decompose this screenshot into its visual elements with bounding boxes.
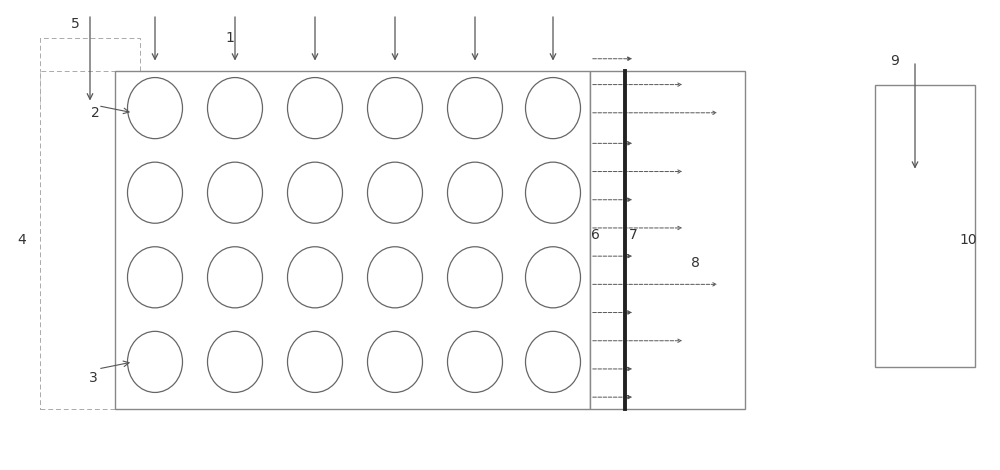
Ellipse shape: [368, 78, 422, 139]
Ellipse shape: [288, 331, 342, 392]
Ellipse shape: [208, 331, 262, 392]
FancyBboxPatch shape: [590, 70, 745, 409]
FancyBboxPatch shape: [115, 70, 590, 409]
Ellipse shape: [526, 247, 580, 308]
Text: 9: 9: [891, 54, 899, 68]
Ellipse shape: [288, 78, 342, 139]
Ellipse shape: [448, 78, 503, 139]
Text: 8: 8: [691, 256, 699, 270]
Ellipse shape: [448, 247, 503, 308]
Text: 3: 3: [89, 371, 97, 385]
Ellipse shape: [368, 162, 422, 223]
Ellipse shape: [368, 247, 422, 308]
Ellipse shape: [208, 78, 262, 139]
Text: 7: 7: [629, 228, 637, 242]
FancyBboxPatch shape: [40, 70, 745, 409]
Ellipse shape: [448, 162, 503, 223]
Ellipse shape: [288, 162, 342, 223]
Text: 2: 2: [91, 106, 99, 120]
Ellipse shape: [526, 331, 580, 392]
Ellipse shape: [128, 162, 182, 223]
Text: 1: 1: [226, 31, 234, 45]
Text: 4: 4: [18, 233, 26, 247]
Ellipse shape: [288, 247, 342, 308]
Text: 6: 6: [591, 228, 599, 242]
Text: 10: 10: [959, 233, 977, 247]
Text: 5: 5: [71, 16, 79, 31]
Ellipse shape: [526, 78, 580, 139]
Ellipse shape: [526, 162, 580, 223]
Ellipse shape: [128, 331, 182, 392]
Ellipse shape: [128, 78, 182, 139]
Ellipse shape: [368, 331, 422, 392]
Ellipse shape: [128, 247, 182, 308]
Ellipse shape: [208, 247, 262, 308]
Ellipse shape: [208, 162, 262, 223]
FancyBboxPatch shape: [875, 85, 975, 367]
FancyBboxPatch shape: [40, 38, 140, 103]
Ellipse shape: [448, 331, 503, 392]
